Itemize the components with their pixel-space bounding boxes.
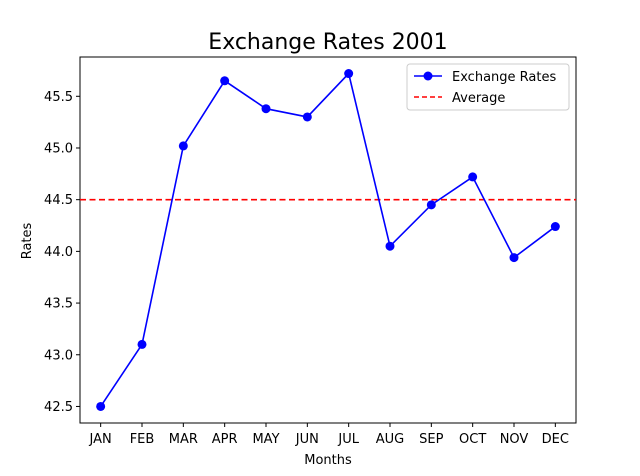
legend-average-label: Average: [452, 91, 505, 106]
x-tick-label: JUN: [295, 432, 319, 447]
plot-area: [79, 56, 577, 424]
y-tick-label: 45.0: [44, 141, 73, 156]
x-tick-label: MAY: [252, 432, 279, 447]
axis-ticks: 42.5 43.0 43.5 44.0 44.5 45.0 45.5 JAN FEB MAR APR…: [44, 90, 569, 447]
x-tick-label: APR: [212, 432, 238, 447]
x-tick-label: JAN: [89, 432, 112, 447]
data-point: [96, 401, 106, 411]
data-point: [344, 69, 354, 79]
data-point: [468, 172, 478, 182]
data-point: [302, 112, 312, 122]
x-tick-label: OCT: [459, 432, 486, 447]
y-tick-label: 44.0: [44, 245, 73, 260]
series-line: [100, 71, 556, 407]
x-tick-label: FEB: [130, 432, 155, 447]
x-tick-label: AUG: [376, 432, 404, 447]
y-tick-label: 43.5: [44, 297, 73, 312]
data-point: [550, 222, 560, 232]
y-tick-label: 42.5: [44, 400, 73, 415]
y-tick-label: 43.0: [44, 348, 73, 363]
series-group: [96, 69, 560, 411]
x-tick-label: MAR: [169, 432, 198, 447]
legend-series-marker: [423, 71, 433, 81]
legend: Exchange Rates Average: [406, 63, 570, 111]
data-point: [178, 141, 188, 151]
data-point: [261, 104, 271, 114]
x-tick-label: JUL: [337, 432, 359, 447]
legend-series-label: Exchange Rates: [452, 70, 556, 85]
x-tick-label: NOV: [500, 432, 529, 447]
x-tick-label: DEC: [542, 432, 569, 447]
x-tick-label: SEP: [419, 432, 443, 447]
y-tick-label: 45.5: [44, 90, 73, 105]
legend-box: [406, 63, 570, 111]
data-point: [220, 76, 230, 86]
chart-title: Exchange Rates 2001: [208, 30, 447, 55]
data-point: [137, 339, 147, 349]
y-axis-label: Rates: [20, 222, 35, 259]
data-point: [426, 200, 436, 210]
data-point: [509, 253, 519, 263]
data-point: [385, 241, 395, 251]
x-axis-label: Months: [304, 453, 352, 468]
y-tick-label: 44.5: [44, 193, 73, 208]
